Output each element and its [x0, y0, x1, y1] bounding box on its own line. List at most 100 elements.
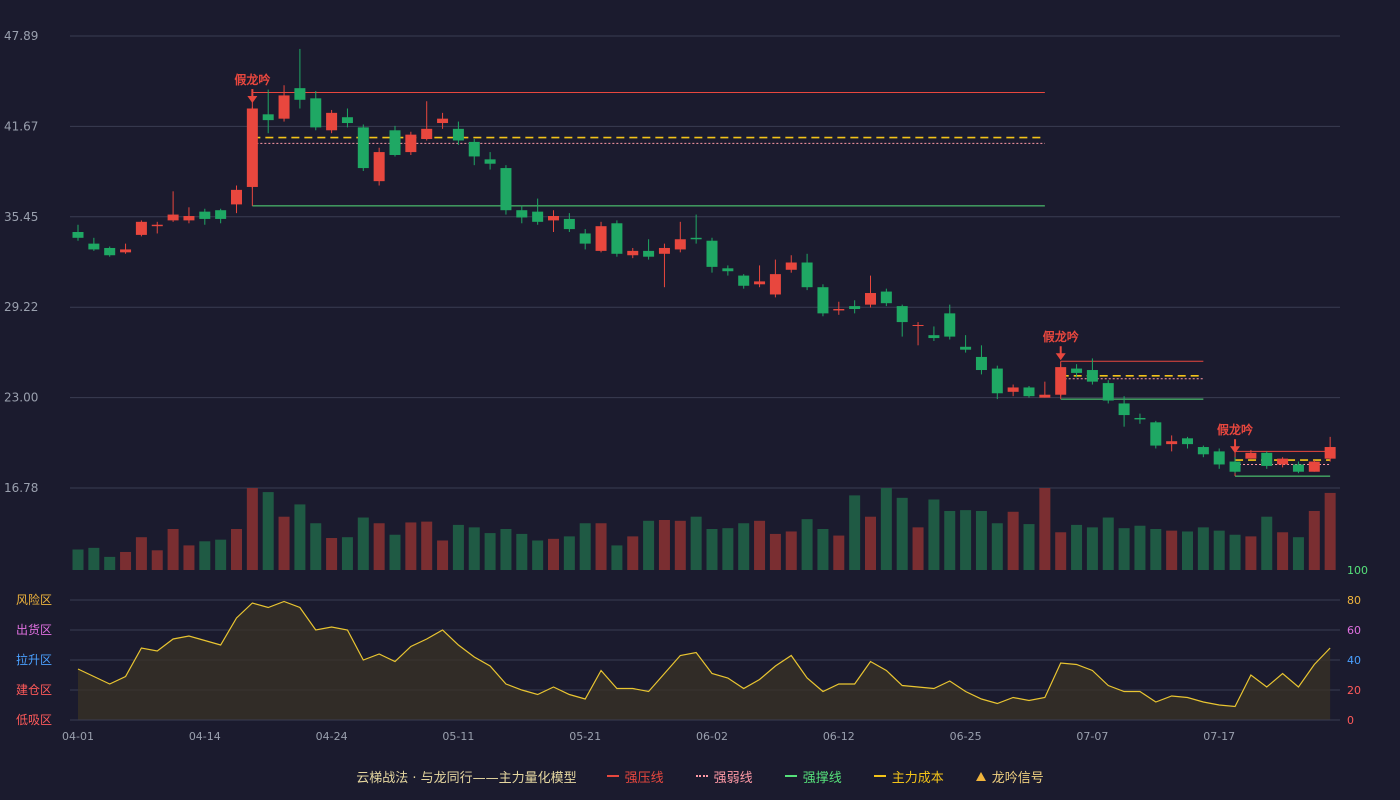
candle-body — [975, 356, 987, 371]
candle-body — [1039, 394, 1051, 398]
candle-body — [611, 223, 623, 254]
volume-bar — [120, 551, 132, 570]
candle-body — [452, 128, 464, 141]
volume-bar — [1023, 524, 1035, 570]
volume-bar — [500, 529, 512, 570]
y-tick-label: 41.67 — [4, 119, 38, 133]
candle-body — [833, 309, 845, 311]
volume-bar — [1292, 537, 1304, 570]
volume-bar — [579, 523, 591, 570]
candle-body — [658, 247, 670, 254]
x-tick-label: 06-02 — [696, 730, 728, 743]
solid-green-line-icon — [784, 775, 797, 777]
legend-main-cost-label: 主力成本 — [891, 770, 944, 786]
candle-body — [928, 335, 940, 339]
volume-bar — [389, 534, 401, 570]
candle-body — [1261, 452, 1273, 466]
volume-bar — [1134, 525, 1146, 570]
volume-bar — [690, 516, 702, 570]
risk-line — [77, 600, 1331, 708]
volume-bar — [801, 519, 813, 570]
candle-body — [1308, 461, 1320, 472]
volume-bar — [484, 533, 496, 570]
volume-bar — [912, 527, 924, 570]
candle-body — [516, 210, 528, 218]
candle-body — [373, 152, 385, 182]
candle-body — [960, 346, 972, 350]
volume-bar — [896, 497, 908, 570]
candle-body — [817, 287, 829, 314]
legend-strong-pressure-label: 强压线 — [624, 770, 664, 786]
candle-body — [1182, 438, 1193, 445]
volume-bar — [1007, 511, 1019, 570]
risk-area — [78, 601, 1331, 720]
volume-bar — [928, 499, 940, 570]
candle-body — [167, 214, 179, 221]
candle-body — [627, 250, 639, 256]
volume-bar — [104, 556, 116, 570]
risk-oscillator — [70, 600, 1340, 721]
y-tick-label: 47.89 — [4, 29, 38, 43]
volume-bar — [1197, 527, 1209, 570]
candle-body — [1324, 447, 1336, 459]
candle-body — [769, 274, 781, 295]
volume-bar — [738, 523, 750, 570]
volume-bar — [944, 510, 956, 570]
x-tick-label: 06-12 — [823, 730, 855, 743]
legend-title: 云梯战法 · 与龙同行——主力量化模型 — [356, 770, 577, 786]
volume-bar — [643, 520, 655, 570]
volume-bar — [865, 516, 876, 570]
osc-tick-label: 60 — [1347, 624, 1361, 637]
candle-body — [532, 211, 544, 222]
candle-body — [199, 211, 211, 219]
volume-bar — [215, 539, 227, 570]
signal-label: 假龙吟 — [234, 72, 270, 87]
candle-body — [706, 240, 718, 267]
volume-bar — [595, 523, 607, 570]
volume-bar — [1277, 532, 1289, 570]
volume-bar — [754, 520, 766, 570]
candle-body — [151, 224, 163, 227]
osc-tick-label: 80 — [1347, 594, 1361, 607]
candle-body — [468, 141, 480, 157]
dotted-pink-line-icon — [695, 775, 708, 777]
osc-tick-label: 40 — [1347, 654, 1361, 667]
candle-body — [1197, 447, 1209, 455]
candle-body — [1213, 451, 1225, 465]
candle-body — [849, 306, 861, 310]
legend-support-line[interactable]: 强撑线 — [784, 767, 842, 786]
volume-bar — [1166, 530, 1178, 570]
candle-body — [563, 218, 575, 230]
signal-arrow-icon — [1230, 446, 1241, 454]
volume-bar — [1086, 527, 1098, 570]
candle-body — [1023, 387, 1035, 397]
candle-body — [88, 243, 100, 250]
candle-body — [135, 221, 147, 235]
volume-bar — [833, 535, 845, 570]
volume-bar — [880, 488, 892, 570]
x-tick-label: 04-01 — [62, 730, 94, 743]
volume-bar — [1039, 488, 1051, 570]
x-tick-label: 04-14 — [189, 730, 221, 743]
legend-strong-pressure[interactable]: 强压线 — [606, 767, 664, 786]
legend-weak-line[interactable]: 强弱线 — [695, 767, 753, 786]
candle-body — [1007, 387, 1019, 392]
triangle-icon — [975, 771, 986, 781]
volume-bar — [357, 517, 369, 570]
candle-body — [944, 313, 956, 337]
x-tick-label: 05-11 — [442, 730, 474, 743]
volume-bar — [1102, 517, 1114, 570]
volume-bar — [72, 549, 84, 570]
volume-bar — [421, 521, 433, 570]
signal-label: 假龙吟 — [1217, 422, 1253, 437]
x-tick-label: 04-24 — [316, 730, 348, 743]
volume-bar — [548, 538, 559, 570]
legend-main-cost[interactable]: 主力成本 — [873, 767, 944, 786]
candle-body — [1150, 422, 1162, 446]
candle-body — [326, 112, 338, 131]
candle-body — [357, 127, 369, 169]
volume-bar — [468, 527, 480, 570]
legend-signal[interactable]: 龙吟信号 — [975, 767, 1044, 786]
volume-bar — [611, 545, 623, 570]
x-tick-label: 07-07 — [1076, 730, 1108, 743]
